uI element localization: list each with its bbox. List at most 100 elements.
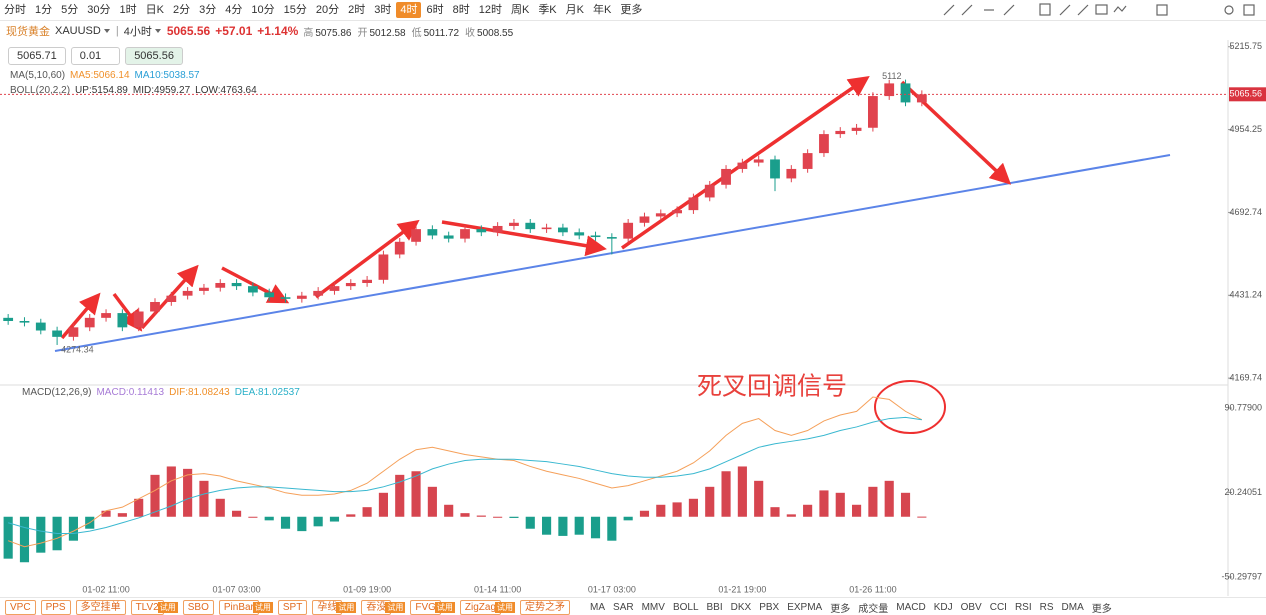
period-button[interactable]: 分时 bbox=[4, 4, 26, 16]
indicator-button[interactable]: 更多 bbox=[830, 603, 851, 615]
period-button[interactable]: 10分 bbox=[251, 4, 275, 16]
period-button[interactable]: 6时 bbox=[426, 4, 444, 16]
macd-bar bbox=[656, 504, 666, 517]
period-button[interactable]: 周K bbox=[510, 4, 530, 16]
macd-bar bbox=[639, 510, 650, 517]
macd-bar bbox=[688, 498, 698, 517]
period-button[interactable]: 2分 bbox=[172, 4, 191, 16]
candle-body bbox=[411, 229, 421, 242]
period-button[interactable]: 日K bbox=[145, 4, 164, 16]
period-button[interactable]: 1时 bbox=[119, 4, 137, 16]
macd-bar bbox=[493, 516, 503, 518]
annotation: 死叉回调信号 bbox=[697, 373, 847, 401]
macd-bar bbox=[427, 486, 437, 517]
indicator-button[interactable]: DKX bbox=[730, 601, 752, 613]
buy-price[interactable]: 5065.56 bbox=[125, 47, 183, 65]
period-button[interactable]: 2时 bbox=[348, 4, 366, 16]
indicator-button[interactable]: SPT bbox=[277, 599, 308, 615]
trial-tag: 试用 bbox=[385, 601, 406, 613]
indicator-button[interactable]: MA bbox=[590, 601, 606, 613]
period-button[interactable]: 季K bbox=[538, 4, 557, 16]
trend-line bbox=[54, 154, 1171, 352]
period-button[interactable]: 15分 bbox=[283, 4, 307, 16]
indicator-button[interactable]: BOLL bbox=[672, 601, 699, 613]
indicator-button[interactable]: PBX bbox=[759, 601, 780, 613]
indicator-button[interactable]: EXPMA bbox=[787, 601, 823, 613]
y-tick-label: 4169.74 bbox=[1229, 372, 1262, 382]
indicator-button[interactable]: BBI bbox=[706, 601, 723, 613]
indicator-value: MA10:5038.57 bbox=[134, 70, 200, 81]
candle-body bbox=[215, 282, 226, 288]
candle-body bbox=[737, 162, 748, 169]
period-button[interactable]: 1分 bbox=[35, 4, 53, 16]
period-button[interactable]: 年K bbox=[593, 4, 612, 16]
macd-bar bbox=[607, 516, 617, 541]
indicator-button[interactable]: PPS bbox=[40, 599, 71, 615]
period-button[interactable]: 更多 bbox=[620, 4, 643, 16]
stat-value: 5075.86 bbox=[315, 27, 352, 39]
candle-body bbox=[590, 235, 601, 238]
period-button[interactable]: 3分 bbox=[199, 4, 217, 16]
period-button[interactable]: 4分 bbox=[225, 4, 243, 16]
macd-bar bbox=[280, 516, 291, 529]
period-button[interactable]: 3时 bbox=[374, 4, 392, 16]
indicator-button[interactable]: 多空挂单 bbox=[75, 599, 126, 615]
indicator-button[interactable]: 定势之矛 bbox=[520, 599, 571, 615]
macd-bar bbox=[770, 507, 780, 517]
candle-body bbox=[313, 290, 324, 296]
period-toolbar: 分时 1分 5分 30分 1时 日K 2分 3分 4分 10分 15分 20分 2时 3时 4时 6时 8时 12… bbox=[0, 0, 1266, 21]
candle-body bbox=[688, 197, 699, 211]
indicator-row: MA(5,10,60) MA5:5066.14 MA10:5038.57 bbox=[10, 68, 262, 83]
period-button[interactable]: 12时 bbox=[478, 4, 502, 16]
indicator-button[interactable]: RSI bbox=[1014, 601, 1032, 613]
max-label: 5112 bbox=[882, 71, 901, 81]
period-button[interactable]: 20分 bbox=[315, 4, 340, 16]
macd-bar bbox=[835, 492, 845, 517]
candle-body bbox=[166, 295, 177, 302]
last-price-box bbox=[1229, 87, 1266, 102]
candle-body bbox=[558, 227, 568, 233]
period-button[interactable]: 30分 bbox=[87, 4, 111, 16]
indicator-button[interactable]: VPC bbox=[5, 599, 36, 615]
candle-body bbox=[525, 222, 536, 230]
indicator-button[interactable]: 更多 bbox=[1091, 603, 1112, 615]
period-button[interactable]: 4时 bbox=[396, 2, 422, 18]
change-pct: +1.14% bbox=[257, 24, 299, 38]
stat-value: 5011.72 bbox=[423, 27, 460, 39]
sell-price[interactable]: 5065.71 bbox=[8, 47, 66, 65]
candle-body bbox=[916, 94, 927, 103]
period-button[interactable]: 5分 bbox=[61, 4, 79, 16]
indicator-button[interactable]: RS bbox=[1039, 601, 1054, 613]
y-tick-label: 20.24051 bbox=[1224, 487, 1262, 497]
period-button[interactable]: 月K bbox=[565, 4, 584, 16]
indicator-button[interactable]: MACD bbox=[896, 601, 926, 613]
x-tick-label: 01-17 03:00 bbox=[588, 584, 636, 594]
highlight-circle bbox=[874, 380, 946, 434]
macd-bar bbox=[166, 466, 176, 517]
y-tick-label: 5215.75 bbox=[1229, 41, 1262, 51]
period-button[interactable]: 8时 bbox=[452, 4, 470, 16]
macd-bar bbox=[248, 516, 258, 518]
candle-body bbox=[248, 286, 258, 293]
macd-bar bbox=[900, 492, 911, 517]
trial-tag: 试用 bbox=[495, 601, 516, 613]
candle-body bbox=[851, 127, 862, 131]
indicator-button[interactable]: MMV bbox=[641, 601, 665, 613]
indicator-button[interactable]: SBO bbox=[182, 599, 214, 615]
indicator-button[interactable]: SAR bbox=[613, 601, 634, 613]
trial-tag: 试用 bbox=[252, 601, 273, 613]
indicator-button[interactable]: OBV bbox=[960, 601, 982, 613]
candle-body bbox=[900, 83, 911, 103]
macd-bar bbox=[215, 498, 225, 517]
lot-input[interactable]: 0.01 bbox=[70, 47, 121, 65]
indicator-button[interactable]: KDJ bbox=[933, 601, 953, 613]
candle-body bbox=[19, 321, 30, 323]
indicator-button[interactable]: DMA bbox=[1061, 601, 1084, 613]
macd-line bbox=[7, 396, 923, 548]
candle-body bbox=[574, 232, 585, 236]
macd-legend: MACD(12,26,9) MACD:0.11413 DIF:81.08243 DEA… bbox=[22, 387, 305, 398]
indicator-button[interactable]: CCI bbox=[989, 601, 1007, 613]
indicator-button[interactable]: 成交量 bbox=[858, 603, 889, 615]
period: 4小时 bbox=[123, 26, 152, 38]
macd-bar bbox=[297, 516, 307, 532]
